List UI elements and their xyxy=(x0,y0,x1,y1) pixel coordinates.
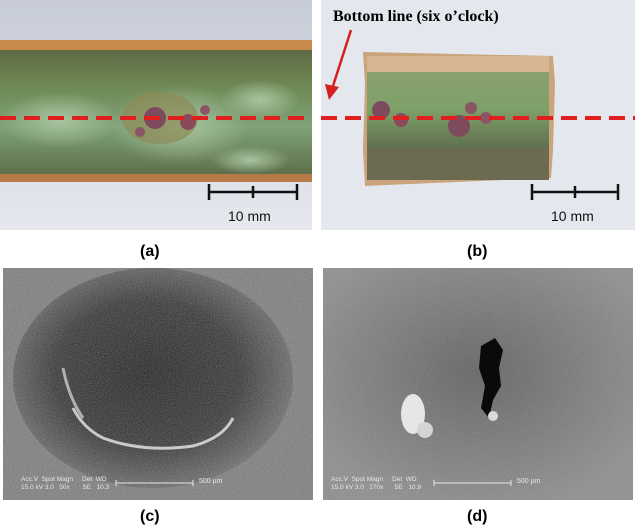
sem-image-d xyxy=(323,268,633,500)
sem-scale-bar-d xyxy=(433,480,512,486)
caption-b: (b) xyxy=(467,243,488,260)
caption-c: (c) xyxy=(140,508,160,525)
deposit xyxy=(488,411,498,421)
photo-panel-b: 10 mm xyxy=(321,0,635,230)
sem-scale-label-c: 500 µm xyxy=(199,478,223,485)
sem-params-values-d: 15.0 kV 3.0 270x SE 10.9 xyxy=(331,484,421,491)
caption-a: (a) xyxy=(140,243,160,260)
pit-mark xyxy=(372,101,390,119)
sem-scale-label-d: 500 µm xyxy=(517,478,541,485)
sem-panel-c: Acc.V Spot Magn Det WD 15.0 kV 3.0 50x S… xyxy=(3,268,313,500)
sem-panel-d: Acc.V Spot Magn Det WD 15.0 kV 3.0 270x … xyxy=(323,268,633,500)
caption-d: (d) xyxy=(467,508,488,525)
pit-mark xyxy=(448,115,470,137)
pit-mark xyxy=(480,112,492,124)
scale-bar-a xyxy=(207,184,299,200)
scale-bar-label-b: 10 mm xyxy=(551,208,594,224)
pit-mark xyxy=(200,105,210,115)
deposit xyxy=(417,422,433,438)
bottom-line-annotation: Bottom line (six o’clock) xyxy=(333,8,499,25)
sem-scale-bar-c xyxy=(115,480,194,486)
scale-bar-label-a: 10 mm xyxy=(228,208,271,224)
pit-mark xyxy=(465,102,477,114)
perforation-hole xyxy=(479,338,503,418)
sem-params-header-c: Acc.V Spot Magn Det WD xyxy=(21,476,107,483)
photo-panel-a: 10 mm xyxy=(0,0,312,230)
annotation-arrow xyxy=(325,29,353,100)
pipe-photo-b xyxy=(321,0,635,230)
sem-params-values-c: 15.0 kV 3.0 50x SE 10.3 xyxy=(21,484,110,491)
pipe-photo-a xyxy=(0,0,312,230)
sem-params-header-d: Acc.V Spot Magn Det WD xyxy=(331,476,417,483)
scale-bar-b xyxy=(530,184,620,200)
deposit xyxy=(401,394,425,434)
pit-mark xyxy=(135,127,145,137)
sem-image-c xyxy=(3,268,313,500)
